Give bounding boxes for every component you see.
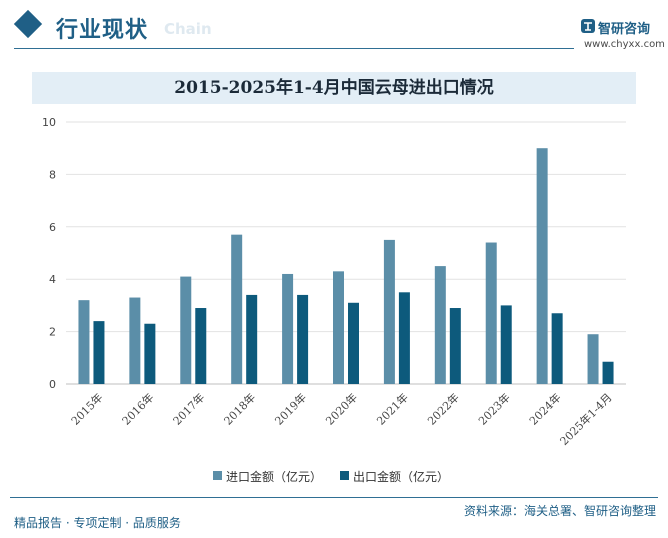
import-bar [129, 297, 141, 384]
import-bar [434, 266, 446, 384]
export-bar [398, 292, 410, 384]
x-tick-label: 2015年 [68, 390, 105, 427]
footer-tagline: 精品报告 · 专项定制 · 品质服务 [14, 516, 181, 530]
x-tick-label: 2023年 [475, 390, 512, 427]
chart-title-bar: 2015-2025年1-4月中国云母进出口情况 [32, 72, 636, 104]
section-subtitle: Chain [164, 20, 212, 38]
import-bar [231, 234, 243, 384]
export-bar [144, 323, 156, 384]
legend-label: 进口金额（亿元） [226, 470, 323, 484]
legend-swatch [340, 471, 349, 480]
header: 行业现状 Chain 智研咨询 www.chyxx.com [0, 0, 668, 58]
import-bar [536, 148, 548, 384]
section-title: 行业现状 [56, 18, 149, 43]
export-bar [93, 321, 105, 384]
x-tick-label: 2016年 [119, 390, 156, 427]
x-tick-label: 2019年 [272, 390, 309, 427]
y-tick-label: 6 [49, 221, 56, 234]
brand-url: www.chyxx.com [584, 39, 665, 50]
legend-label: 出口金额（亿元） [353, 470, 450, 484]
x-tick-label: 2017年 [170, 390, 207, 427]
import-bar [333, 271, 344, 384]
x-tick-label: 2018年 [221, 390, 258, 427]
import-bar [587, 334, 599, 384]
x-tick-label: 2022年 [424, 390, 461, 427]
export-bar [449, 308, 461, 384]
x-tick-label: 2020年 [323, 390, 360, 427]
legend-swatch [213, 471, 222, 480]
export-bar [500, 305, 512, 384]
footer-source: 资料来源：海关总署、智研咨询整理 [463, 504, 656, 518]
import-bar [485, 242, 497, 384]
footer-divider [10, 497, 658, 498]
export-bar [602, 361, 614, 384]
export-bar [348, 302, 359, 384]
export-bar [195, 308, 207, 384]
y-tick-label: 0 [49, 378, 56, 391]
x-tick-label: 2024年 [526, 390, 563, 427]
y-tick-label: 10 [42, 116, 56, 129]
brand-logo-icon [581, 19, 595, 33]
import-bar [78, 300, 90, 384]
bar-chart: 0 2 4 6 8 10 2015年 2016年 2017年 2018年 2019年 2020年 202… [42, 116, 626, 448]
diamond-icon [13, 9, 43, 39]
export-bar [551, 313, 563, 384]
brand-name: 智研咨询 [598, 22, 651, 37]
x-tick-label: 2021年 [374, 390, 411, 427]
export-bar [297, 294, 309, 384]
legend: 进口金额（亿元） 出口金额（亿元） [0, 468, 668, 484]
y-tick-label: 2 [49, 326, 56, 339]
y-tick-label: 4 [49, 273, 56, 286]
brand: 智研咨询 www.chyxx.com [580, 18, 665, 54]
x-tick-label: 2025年1-4月 [557, 390, 615, 448]
y-tick-label: 8 [49, 168, 56, 181]
header-divider [14, 48, 574, 49]
import-bar [180, 276, 192, 384]
import-bar [282, 273, 294, 384]
chart-title: 2015-2025年1-4月中国云母进出口情况 [174, 78, 494, 98]
export-bar [246, 294, 258, 384]
import-bar [383, 239, 395, 384]
